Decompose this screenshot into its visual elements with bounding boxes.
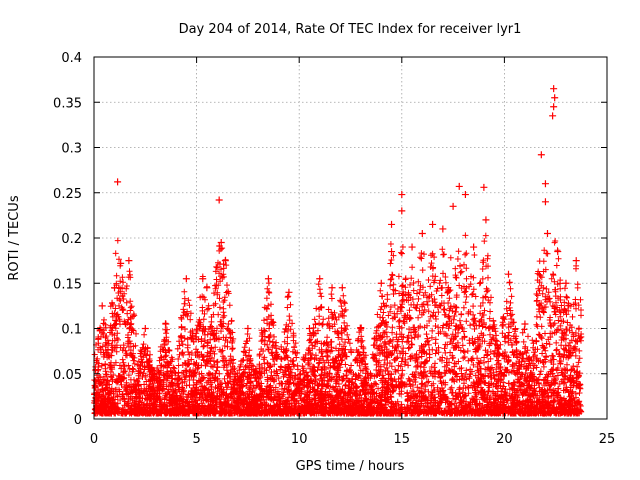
- data-point: [244, 325, 252, 332]
- data-point: [264, 275, 272, 283]
- data-point: [550, 85, 558, 93]
- y-tick-label: 0.4: [61, 51, 82, 66]
- data-point: [388, 248, 396, 256]
- x-tick-label: 15: [394, 432, 411, 447]
- data-point: [537, 151, 545, 159]
- data-point: [439, 225, 447, 233]
- data-point: [217, 239, 225, 247]
- data-point: [543, 229, 551, 237]
- x-tick-label: 10: [291, 432, 308, 447]
- x-tick-label: 20: [496, 432, 513, 447]
- data-point: [480, 183, 488, 191]
- data-point: [117, 259, 125, 267]
- data-point: [141, 325, 149, 332]
- data-point: [388, 220, 396, 228]
- scatter-cloud: [91, 232, 585, 417]
- x-tick-label: 25: [599, 432, 616, 447]
- data-point: [338, 284, 346, 292]
- y-tick-label: 0.2: [61, 232, 82, 247]
- data-point: [554, 248, 562, 256]
- x-tick-label: 5: [192, 432, 200, 447]
- data-point: [550, 103, 558, 111]
- x-tick-label: 0: [90, 432, 98, 447]
- data-point: [398, 207, 406, 215]
- data-point: [199, 275, 207, 283]
- data-point: [461, 191, 469, 199]
- data-point: [221, 257, 229, 265]
- data-point: [455, 182, 463, 190]
- data-points: [91, 85, 585, 417]
- y-tick-label: 0.3: [61, 142, 82, 157]
- data-point: [551, 94, 559, 102]
- data-point: [357, 325, 365, 332]
- data-point: [125, 257, 133, 265]
- data-point: [215, 196, 223, 204]
- data-point: [162, 320, 170, 328]
- data-point: [549, 112, 557, 120]
- axis-ticks: 0 5 10 15 20 25 0 0.05 0.1 0.15 0.2 0.25 0.3 0.35 0.4: [53, 51, 615, 447]
- y-tick-label: 0: [74, 413, 82, 428]
- data-point: [328, 284, 336, 292]
- data-point: [521, 320, 529, 328]
- data-point: [408, 243, 416, 251]
- data-point: [429, 220, 437, 228]
- y-tick-label: 0.15: [53, 277, 82, 292]
- data-point: [449, 202, 457, 210]
- chart-title: Day 204 of 2014, Rate Of TEC Index for r…: [179, 22, 522, 37]
- data-point: [470, 243, 478, 251]
- data-point: [111, 284, 119, 292]
- data-point: [541, 198, 549, 206]
- data-point: [398, 191, 406, 199]
- y-tick-label: 0.25: [53, 187, 82, 202]
- data-point: [482, 216, 490, 224]
- data-point: [541, 180, 549, 188]
- y-tick-label: 0.05: [53, 368, 82, 383]
- data-point: [285, 288, 293, 296]
- data-point: [572, 257, 580, 265]
- data-point: [98, 302, 106, 310]
- data-point: [305, 325, 313, 332]
- data-point: [505, 270, 513, 278]
- y-tick-label: 0.1: [61, 323, 82, 338]
- data-point: [377, 279, 385, 287]
- data-point: [203, 284, 211, 292]
- data-point: [418, 229, 426, 237]
- data-point: [490, 325, 498, 332]
- data-point: [316, 275, 324, 283]
- y-axis-label: ROTI / TECUs: [7, 195, 22, 280]
- y-tick-label: 0.35: [53, 96, 82, 111]
- data-point: [182, 275, 190, 283]
- x-axis-label: GPS time / hours: [296, 459, 405, 474]
- data-point: [114, 178, 122, 186]
- data-point: [562, 279, 570, 287]
